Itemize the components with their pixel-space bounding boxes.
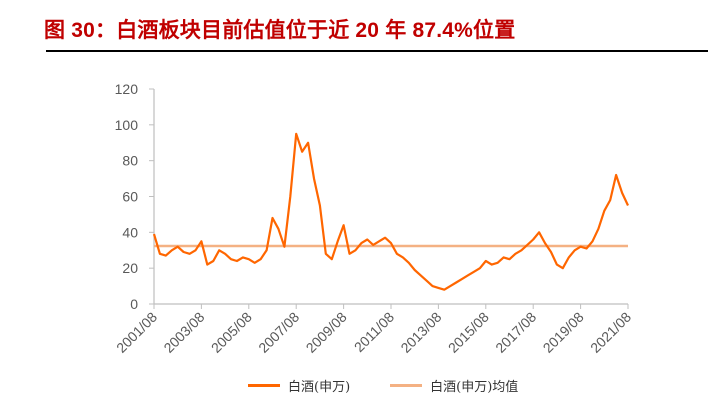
x-tick-label: 2009/08 <box>303 309 350 356</box>
x-tick-label: 2001/08 <box>113 309 160 356</box>
x-axis: 2001/08 2003/08 2005/08 2007/08 2009/08 2011/… <box>113 303 634 356</box>
legend-label: 白酒(申万)均值 <box>430 380 519 395</box>
legend: 白酒(申万) 白酒(申万)均值 <box>248 376 558 395</box>
legend-item-baijiu: 白酒(申万) <box>248 376 350 395</box>
x-tick-label: 2007/08 <box>255 309 302 356</box>
y-tick-label: 100 <box>115 117 139 133</box>
y-tick-label: 80 <box>122 153 138 169</box>
x-tick-label: 2011/08 <box>351 309 398 356</box>
legend-item-baijiu-mean: 白酒(申万)均值 <box>390 376 518 395</box>
y-tick-label: 60 <box>122 189 138 205</box>
x-tick-label: 2003/08 <box>160 309 207 356</box>
legend-swatch-mean <box>390 384 423 387</box>
x-tick-label: 2013/08 <box>397 309 444 356</box>
title-divider <box>46 50 708 52</box>
y-tick-label: 0 <box>130 296 138 312</box>
y-tick-label: 120 <box>115 81 139 97</box>
figure-title: 图 30：白酒板块目前估值位于近 20 年 87.4%位置 <box>44 19 516 42</box>
series-baijiu-line <box>152 132 629 291</box>
x-tick-label: 2019/08 <box>540 309 587 356</box>
x-tick-label: 2021/08 <box>587 309 634 356</box>
y-axis: 0 20 40 60 80 100 120 <box>115 81 155 312</box>
x-tick-label: 2005/08 <box>208 309 255 356</box>
y-tick-label: 40 <box>122 224 138 240</box>
x-tick-label: 2015/08 <box>445 309 492 356</box>
legend-label: 白酒(申万) <box>288 380 351 395</box>
y-tick-label: 20 <box>122 260 138 276</box>
x-tick-label: 2017/08 <box>492 309 539 356</box>
legend-swatch-main <box>248 384 280 387</box>
